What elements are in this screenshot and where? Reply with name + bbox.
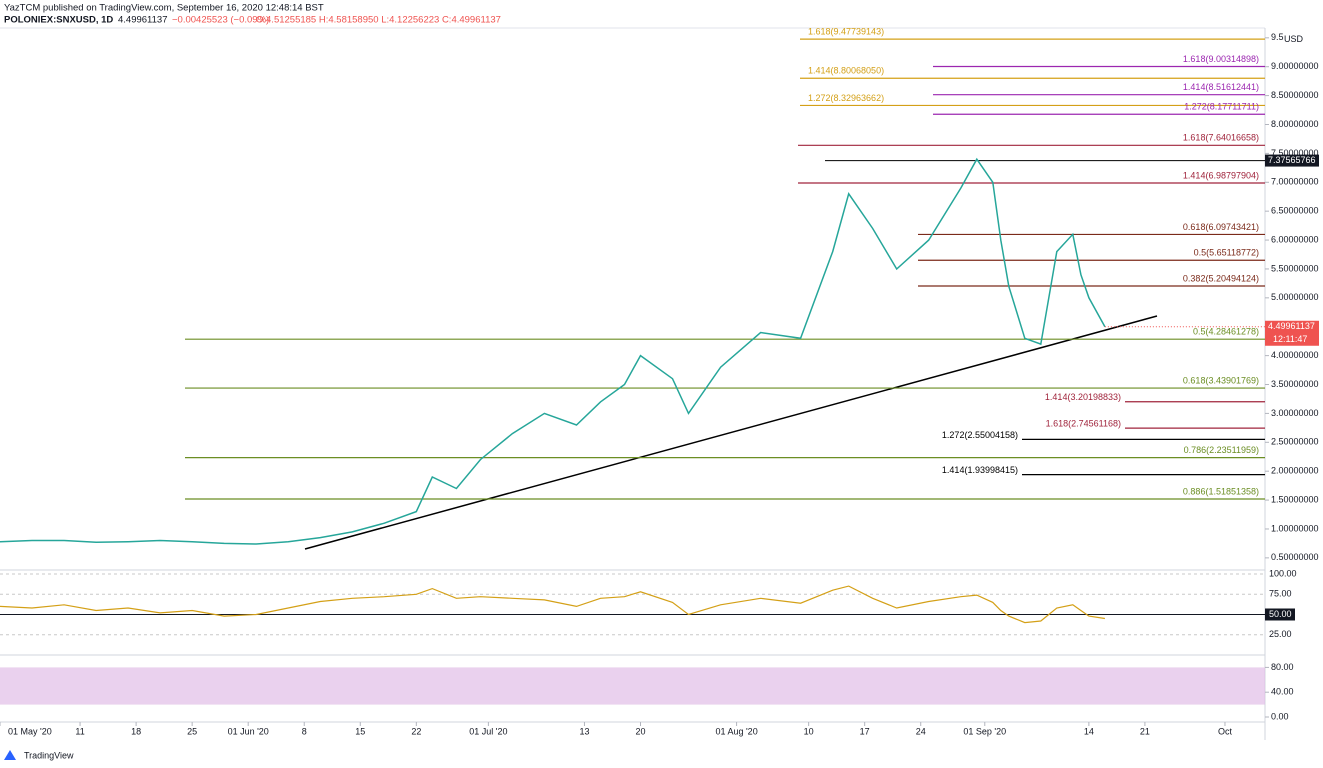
y-tick-label: 5.00000000: [1271, 292, 1319, 302]
y-tick-label: 1.50000000: [1271, 494, 1319, 504]
y-tick-label: 6.50000000: [1271, 206, 1319, 216]
brand-logo: [4, 750, 16, 760]
countdown-label: 12:11:47: [1273, 334, 1307, 344]
x-tick-label: 01 Jul '20: [469, 726, 507, 736]
rsi-tick-label: 50.00: [1269, 609, 1292, 619]
x-tick-label: 24: [916, 726, 926, 736]
x-tick-label: 8: [302, 726, 307, 736]
fib-label: 1.618(9.00314898): [1183, 54, 1259, 64]
publisher: YazTCM published on TradingView.com, Sep…: [4, 3, 324, 14]
fib-label: 0.5(4.28461278): [1193, 327, 1259, 337]
fib-label: 1.618(2.74561168): [1046, 418, 1121, 428]
y-tick-label: 5.50000000: [1271, 263, 1319, 273]
y-tick-label: 9.00000000: [1271, 61, 1319, 71]
x-tick-label: 15: [355, 726, 365, 736]
fib-label: 1.414(8.80068050): [808, 66, 884, 76]
brand: TradingView: [24, 750, 74, 760]
y-tick-label: 3.50000000: [1271, 379, 1319, 389]
fib-label: 0.618(6.09743421): [1183, 222, 1259, 232]
fib-label: 1.272(8.17711711): [1184, 102, 1259, 112]
price-badge-label: 4.49961137: [1268, 321, 1315, 331]
x-tick-label: 22: [411, 726, 421, 736]
y-tick-label: 8.50000000: [1271, 90, 1319, 100]
y-tick-label: 7.00000000: [1271, 177, 1319, 187]
y-tick-label: 3.00000000: [1271, 408, 1319, 418]
fib-label: 0.382(5.20494124): [1183, 273, 1259, 283]
fib-label: 1.414(1.93998415): [942, 465, 1018, 475]
y-tick-label: 6.00000000: [1271, 234, 1319, 244]
x-tick-label: 20: [635, 726, 645, 736]
rsi-tick-label: 25.00: [1269, 629, 1292, 639]
x-tick-label: Oct: [1218, 726, 1233, 736]
y-tick-label: 0.50000000: [1271, 552, 1319, 562]
rsi-line: [0, 585, 1105, 624]
x-tick-label: 21: [1140, 726, 1150, 736]
x-tick-label: 01 May '20: [8, 726, 52, 736]
fib-label: 1.272(2.55004158): [942, 430, 1018, 440]
x-tick-label: 13: [579, 726, 589, 736]
last-price: 4.49961137: [118, 15, 168, 26]
y-tick-label: 4.00000000: [1271, 350, 1319, 360]
fib-label: 0.5(5.65118772): [1194, 248, 1259, 258]
ohlc: O:4.51255185 H:4.58158950 L:4.12256223 C…: [256, 15, 501, 26]
stoch-tick-label: 40.00: [1271, 687, 1294, 697]
y-tick-label: 2.50000000: [1271, 437, 1319, 447]
price-line: [0, 157, 1106, 545]
x-tick-label: 14: [1084, 726, 1094, 736]
fib-label: 1.414(6.98797904): [1183, 170, 1259, 180]
x-tick-label: 01 Jun '20: [228, 726, 269, 736]
fib-label: 0.618(3.43901769): [1183, 375, 1259, 385]
rsi-tick-label: 75.00: [1269, 589, 1292, 599]
stoch-band: [0, 667, 1265, 705]
rsi-badge: [1265, 608, 1295, 621]
fib-label: 1.272(8.32963662): [808, 93, 884, 103]
change: −0.00425523 (−0.09%): [172, 15, 269, 26]
x-tick-label: 01 Aug '20: [715, 726, 757, 736]
fib-label: 0.886(1.51851358): [1183, 486, 1259, 496]
price-badge: [1265, 320, 1319, 346]
price-badge: [1265, 154, 1319, 167]
fib-label: 1.414(8.51612441): [1183, 82, 1259, 92]
stoch-tick-label: 0.00: [1271, 711, 1289, 721]
y-tick-label: 7.50000000: [1271, 148, 1319, 158]
symbol: POLONIEX:SNXUSD, 1D: [4, 15, 113, 26]
x-tick-label: 25: [187, 726, 197, 736]
fib-label: 1.414(3.20198833): [1045, 392, 1121, 402]
x-tick-label: 10: [804, 726, 814, 736]
fib-label: 1.618(7.64016658): [1183, 133, 1259, 143]
trendline: [304, 315, 1158, 550]
y-tick-label: 1.00000000: [1271, 523, 1319, 533]
rsi-tick-label: 100.00: [1269, 568, 1297, 578]
price-badge-label: 7.37565766: [1268, 155, 1316, 165]
stoch-tick-label: 80.00: [1271, 662, 1294, 672]
x-tick-label: 11: [75, 726, 84, 736]
x-tick-label: 18: [131, 726, 141, 736]
fib-label: 0.786(2.23511959): [1184, 445, 1259, 455]
currency-label: USD: [1284, 34, 1304, 44]
y-tick-label: 2.00000000: [1271, 466, 1319, 476]
x-tick-label: 17: [860, 726, 870, 736]
x-tick-label: 01 Sep '20: [963, 726, 1006, 736]
y-tick-label: 8.00000000: [1271, 119, 1319, 129]
fib-label: 1.618(9.47739143): [808, 27, 884, 37]
y-tick-label: 9.5: [1271, 32, 1284, 42]
